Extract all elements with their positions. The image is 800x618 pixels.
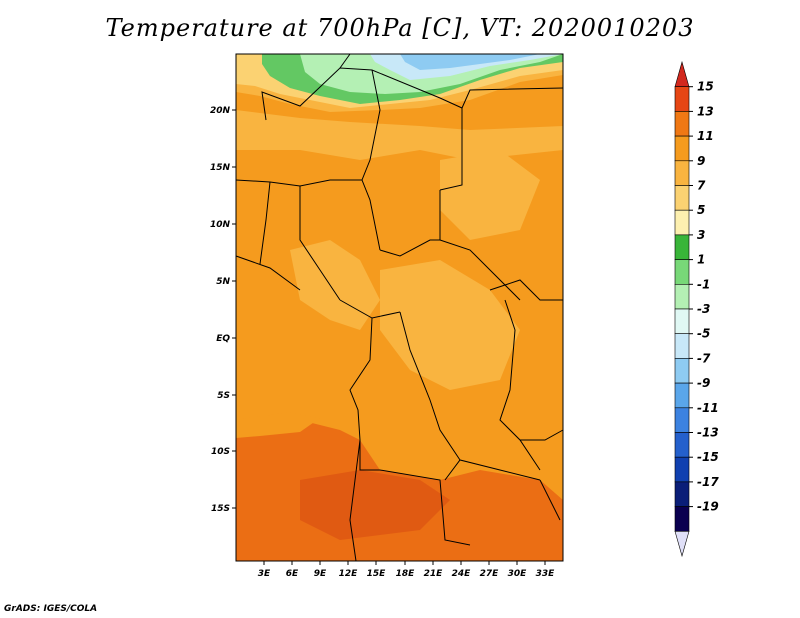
colorbar [674, 60, 690, 558]
colorbar-swatch [674, 135, 690, 162]
lon-label: 30E [508, 569, 528, 579]
colorbar-swatch [674, 234, 690, 260]
colorbar-swatch [674, 283, 690, 310]
colorbar-swatch [674, 259, 690, 285]
colorbar-labels: 15 13 11 9 7 5 3 1 -1 -3 -5 -7 -9 -11 -13 -15 -17 -19 [689, 80, 719, 514]
colorbar-label: -5 [697, 327, 710, 341]
colorbar-swatch [674, 86, 690, 112]
colorbar-label: -1 [697, 277, 710, 291]
lat-label: 15S [211, 504, 230, 514]
lon-axis [263, 561, 546, 565]
lon-label: 18E [396, 569, 416, 579]
lon-label: 3E [258, 569, 271, 579]
lon-label: 12E [339, 569, 359, 579]
lat-label: 5N [216, 277, 230, 287]
colorbar-swatch [674, 111, 690, 137]
lat-axis [232, 109, 236, 509]
lon-label: 9E [314, 569, 327, 579]
colorbar-label: 9 [697, 154, 705, 168]
colorbar-swatch [674, 308, 690, 335]
colorbar-bottom-triangle [674, 531, 690, 558]
colorbar-label: -13 [697, 426, 719, 440]
colorbar-label: 15 [697, 80, 714, 94]
colorbar-swatch [674, 456, 690, 483]
colorbar-label: 1 [697, 253, 705, 267]
grads-credit: GrADS: IGES/COLA [4, 604, 98, 614]
colorbar-label: 7 [697, 179, 706, 193]
lon-label: 24E [452, 569, 472, 579]
colorbar-swatch [674, 358, 690, 384]
colorbar-label: -3 [697, 302, 710, 316]
colorbar-swatch [674, 407, 690, 433]
colorbar-label: -7 [697, 351, 711, 365]
lat-label: 10N [210, 220, 231, 230]
colorbar-swatch [674, 333, 690, 359]
colorbar-swatch [674, 481, 690, 507]
colorbar-label: 3 [697, 228, 705, 242]
colorbar-label: -15 [697, 450, 719, 464]
colorbar-swatch [674, 160, 690, 186]
colorbar-swatch [674, 506, 690, 532]
colorbar-label: -17 [697, 475, 719, 489]
lon-label: 15E [367, 569, 387, 579]
colorbar-label: -19 [697, 500, 719, 514]
map-frame [235, 53, 564, 562]
lat-label: 5S [217, 391, 230, 401]
colorbar-label: 13 [697, 104, 714, 118]
lat-label: EQ [216, 334, 230, 344]
colorbar-top-triangle [674, 60, 690, 87]
lon-label: 33E [536, 569, 556, 579]
colorbar-label: 11 [697, 129, 714, 143]
lon-label: 27E [480, 569, 500, 579]
country-borders [235, 53, 564, 562]
temperature-field [236, 54, 563, 561]
colorbar-swatch [674, 432, 690, 458]
colorbar-swatch [674, 382, 690, 409]
colorbar-label: -11 [697, 401, 719, 415]
colorbar-label: 5 [697, 203, 705, 217]
colorbar-swatch [674, 209, 690, 236]
lat-label: 20N [210, 106, 231, 116]
lon-label: 21E [424, 569, 444, 579]
lat-label: 10S [211, 447, 230, 457]
colorbar-label: -9 [697, 376, 710, 390]
lon-label: 6E [286, 569, 299, 579]
map-title: Temperature at 700hPa [C], VT: 202001020… [105, 14, 695, 42]
colorbar-swatch [674, 185, 690, 211]
lat-label: 15N [210, 163, 231, 173]
